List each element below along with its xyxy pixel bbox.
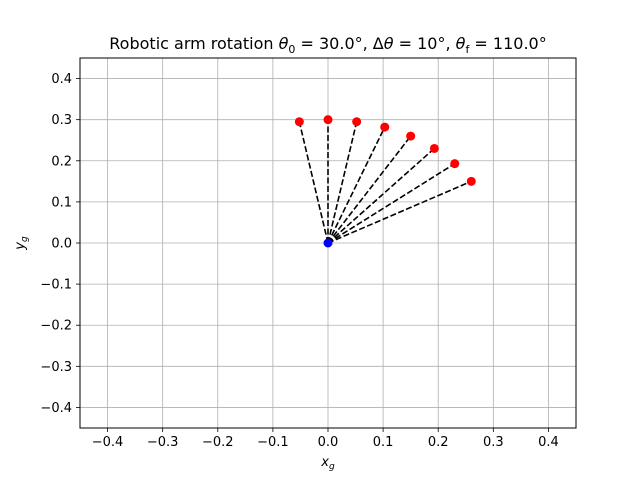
x-axis-label-sub: g <box>329 462 335 472</box>
arm-segment <box>327 121 358 244</box>
arm-segment <box>327 180 472 244</box>
x-tick-label: 0.0 <box>318 435 339 450</box>
y-tick-label: −0.4 <box>40 401 72 416</box>
y-tick-label: 0.0 <box>51 237 72 252</box>
arm-segment <box>327 162 456 244</box>
title-theta0-val: = 30.0°, Δ <box>295 34 383 53</box>
title-prefix: Robotic arm rotation <box>109 34 278 53</box>
y-axis-label: yg <box>13 236 30 251</box>
y-axis-ticks: −0.4 −0.3 −0.2 −0.1 0.0 0.1 0.2 0.3 0.4 <box>40 72 80 416</box>
chart-title: Robotic arm rotation θ0 = 30.0°, Δθ = 10… <box>109 34 546 56</box>
title-thetaf-sub: f <box>465 43 470 56</box>
x-tick-label: −0.2 <box>202 435 234 450</box>
arm-end-point <box>429 143 439 153</box>
x-tick-label: 0.4 <box>538 435 559 450</box>
title-dtheta-val: = 10°, <box>394 34 456 53</box>
x-tick-label: −0.1 <box>257 435 289 450</box>
x-tick-label: −0.4 <box>92 435 124 450</box>
arm-segment <box>327 147 435 244</box>
x-tick-label: −0.3 <box>147 435 179 450</box>
title-dtheta-var: θ <box>384 34 394 53</box>
arm-end-point <box>294 117 304 127</box>
x-tick-label: 0.3 <box>483 435 504 450</box>
y-tick-label: 0.2 <box>51 154 72 169</box>
x-tick-label: 0.2 <box>428 435 449 450</box>
y-tick-label: −0.1 <box>40 278 72 293</box>
arm-end-point <box>450 159 460 169</box>
arm-segment <box>327 135 412 244</box>
title-theta0-var: θ <box>279 34 289 53</box>
arm-end-point <box>466 176 476 186</box>
origin-point <box>323 238 333 248</box>
arm-end-point <box>352 117 362 127</box>
arm-end-point <box>323 115 333 125</box>
title-thetaf-val: = 110.0° <box>469 34 546 53</box>
y-axis-label-var: y <box>13 242 28 251</box>
x-axis-ticks: −0.4 −0.3 −0.2 −0.1 0.0 0.1 0.2 0.3 0.4 <box>92 428 559 450</box>
arm-end-point <box>406 131 416 141</box>
y-tick-label: 0.3 <box>51 113 72 128</box>
x-tick-label: 0.1 <box>373 435 394 450</box>
arm-points <box>294 115 476 248</box>
title-theta0-sub: 0 <box>288 43 295 56</box>
x-axis-label: xg <box>320 455 335 472</box>
y-tick-label: 0.1 <box>51 195 72 210</box>
arm-segment <box>298 121 329 244</box>
title-thetaf-var: θ <box>456 34 466 53</box>
x-axis-label-var: x <box>320 455 329 470</box>
y-tick-label: −0.2 <box>40 319 72 334</box>
y-tick-label: −0.3 <box>40 360 72 375</box>
arm-segment <box>327 126 386 244</box>
y-tick-label: 0.4 <box>51 72 72 87</box>
arm-lines <box>298 119 472 244</box>
y-axis-label-sub: g <box>20 236 30 242</box>
arm-end-point <box>380 122 390 132</box>
